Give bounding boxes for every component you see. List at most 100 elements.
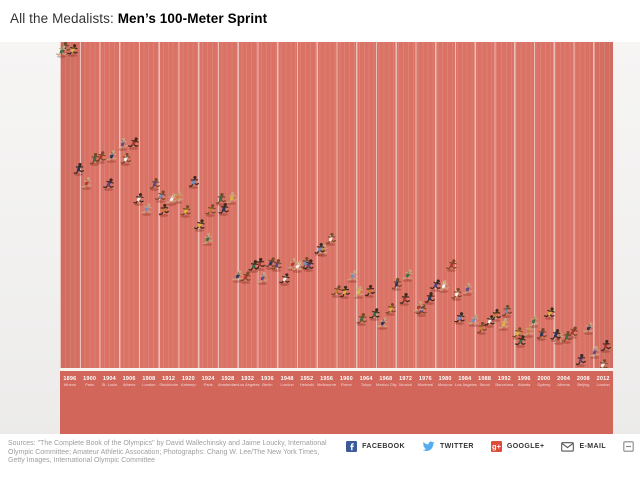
runner-icon-1908-medal3 (147, 178, 162, 192)
runner-icon-1972-medal3 (400, 269, 415, 283)
runner-icon-1908-medal2 (131, 192, 146, 207)
runner-icon-1972-medal1 (397, 292, 412, 307)
axis-label-1972: 1972 Munich (399, 376, 413, 387)
share-bar: FACEBOOK TWITTER g+ GOOGLE+ E-MAIL (346, 441, 634, 452)
runner-icon-1964-medal3 (362, 284, 377, 299)
runner-icon-1924-medal3 (203, 204, 218, 218)
axis-label-1932: 1932 Los Angeles (237, 376, 260, 387)
runner-icon-1976-medal2 (411, 300, 426, 315)
runner-icon-1948-medal3 (285, 257, 300, 272)
facebook-label: FACEBOOK (362, 443, 405, 450)
runner-icon-1904-medal3 (104, 149, 119, 164)
runner-icon-1988-medal3 (482, 314, 497, 329)
googleplus-icon: g+ (490, 441, 502, 452)
axis-label-2008: 2008 Beijing (576, 376, 590, 387)
runner-icon-2008-medal3 (581, 322, 596, 336)
runner-icon-1964-medal2 (351, 285, 366, 300)
runner-icon-2012-medal2 (587, 345, 602, 360)
axis-label-1984: 1984 Los Angeles (455, 376, 477, 387)
runner-icon-2008-medal1 (573, 353, 588, 368)
runner-icon-1956-medal3 (323, 232, 338, 247)
runner-icon-1908-medal1 (139, 203, 154, 217)
axis-label-1980: 1980 Moscow (437, 376, 453, 387)
axis-label-1906: 1906 Athens (122, 376, 136, 387)
runner-icon-1992-medal1 (496, 317, 511, 332)
finish-line (60, 368, 613, 371)
axis-label-1928: 1928 Amsterdam (218, 376, 239, 387)
runner-icon-1906-medal2 (115, 138, 130, 152)
runner-icon-1956-medal2 (312, 243, 327, 257)
axis-label-2004: 2004 Athens (557, 376, 571, 387)
axis-label-1904: 1904 St. Louis (101, 376, 118, 387)
minimize-button[interactable] (623, 441, 634, 452)
runner-icon-1968-medal3 (383, 303, 398, 317)
runner-icon-1976-medal1 (414, 304, 429, 318)
runner-icon-1976-medal3 (422, 291, 437, 306)
runner-icon-1956-medal1 (315, 244, 330, 258)
axis-label-1964: 1964 Tokyo (359, 376, 373, 387)
runner-icon-1906-medal1 (118, 152, 133, 167)
axis-label-1920: 1920 Antwerp (181, 376, 196, 387)
axis-label-1896: 1896 Athens (63, 376, 77, 387)
axis-label-1900: 1900 Paris (83, 376, 97, 387)
envelope-icon (561, 441, 575, 452)
facebook-button[interactable]: FACEBOOK (346, 441, 405, 452)
runner-icon-1996-medal1 (513, 335, 528, 349)
runner-icon-1900-medal2 (71, 162, 86, 177)
runner-icon-1972-medal2 (389, 278, 404, 292)
runner-icon-1948-medal2 (269, 258, 284, 273)
axis-band: 1896 Athens 1900 Paris 1904 St. Louis 1906 Athe… (60, 371, 613, 434)
runner-icon-1968-medal1 (375, 317, 390, 331)
runner-icon-1992-medal3 (499, 304, 514, 319)
footer: Sources: "The Complete Book of the Olymp… (0, 434, 640, 480)
runner-icon-1952-medal1 (298, 256, 313, 271)
runner-icon-1932-medal1 (238, 271, 253, 285)
runner-icon-1904-medal1 (101, 178, 116, 192)
axis-label-1948: 1948 London (280, 376, 294, 387)
axis-label-1960: 1960 Rome (339, 376, 353, 387)
axis-label-1952: 1952 Helsinki (299, 376, 314, 387)
runner-icon-1952-medal3 (301, 259, 316, 273)
runner-icon-1920-medal3 (186, 176, 201, 190)
axis-label-1996: 1996 Atlanta (517, 376, 531, 387)
runner-icon-1960-medal1 (337, 285, 352, 300)
email-button[interactable]: E-MAIL (561, 441, 606, 452)
twitter-bird-icon (422, 441, 435, 452)
runner-icon-1980-medal3 (444, 259, 459, 273)
runner-icon-1980-medal1 (436, 279, 451, 294)
runner-icon-1948-medal1 (277, 273, 292, 287)
runner-icon-2004-medal3 (559, 330, 574, 345)
googleplus-button[interactable]: g+ GOOGLE+ (490, 441, 545, 452)
axis-label-1912: 1912 Stockholm (159, 376, 178, 387)
runner-icon-1984-medal3 (460, 282, 475, 297)
runner-icon-1984-medal1 (452, 311, 467, 326)
header: All the Medalists: Men’s 100-Meter Sprin… (0, 0, 640, 42)
runner-icon-1896-medal2 (54, 45, 69, 59)
twitter-button[interactable]: TWITTER (422, 441, 474, 452)
runner-icon-1928-medal1 (216, 203, 231, 217)
sources-line-2: Olympic Committee; Amateur Athletic Asso… (8, 448, 320, 456)
runner-icon-2000-medal3 (542, 307, 557, 321)
title-prefix: All the Medalists: (10, 11, 118, 26)
googleplus-label: GOOGLE+ (506, 443, 545, 450)
facebook-icon (346, 441, 358, 452)
runner-icon-2004-medal2 (548, 329, 563, 343)
runner-icon-1992-medal2 (488, 308, 503, 323)
runner-icon-1928-medal2 (213, 192, 228, 207)
runner-icon-2000-medal1 (534, 327, 549, 342)
runner-icon-1936-medal1 (255, 272, 270, 286)
runner-icon-1900-medal1 (79, 177, 94, 191)
runner-icon-1960-medal3 (345, 270, 360, 284)
minimize-icon (623, 441, 634, 452)
runner-icon-1912-medal1 (156, 204, 171, 218)
runner-icon-1920-medal1 (178, 205, 193, 219)
runner-icon-1932-medal2 (230, 270, 245, 284)
axis-label-1992: 1992 Barcelona (495, 376, 514, 387)
title-bold: Men’s 100-Meter Sprint (117, 11, 268, 26)
runner-icon-1936-medal2 (252, 257, 267, 272)
runner-icon-1932-medal3 (246, 259, 261, 274)
runner-icon-1920-medal2 (170, 190, 185, 205)
runner-icon-1988-medal2 (466, 314, 481, 328)
runner-icon-1952-medal2 (290, 260, 305, 274)
